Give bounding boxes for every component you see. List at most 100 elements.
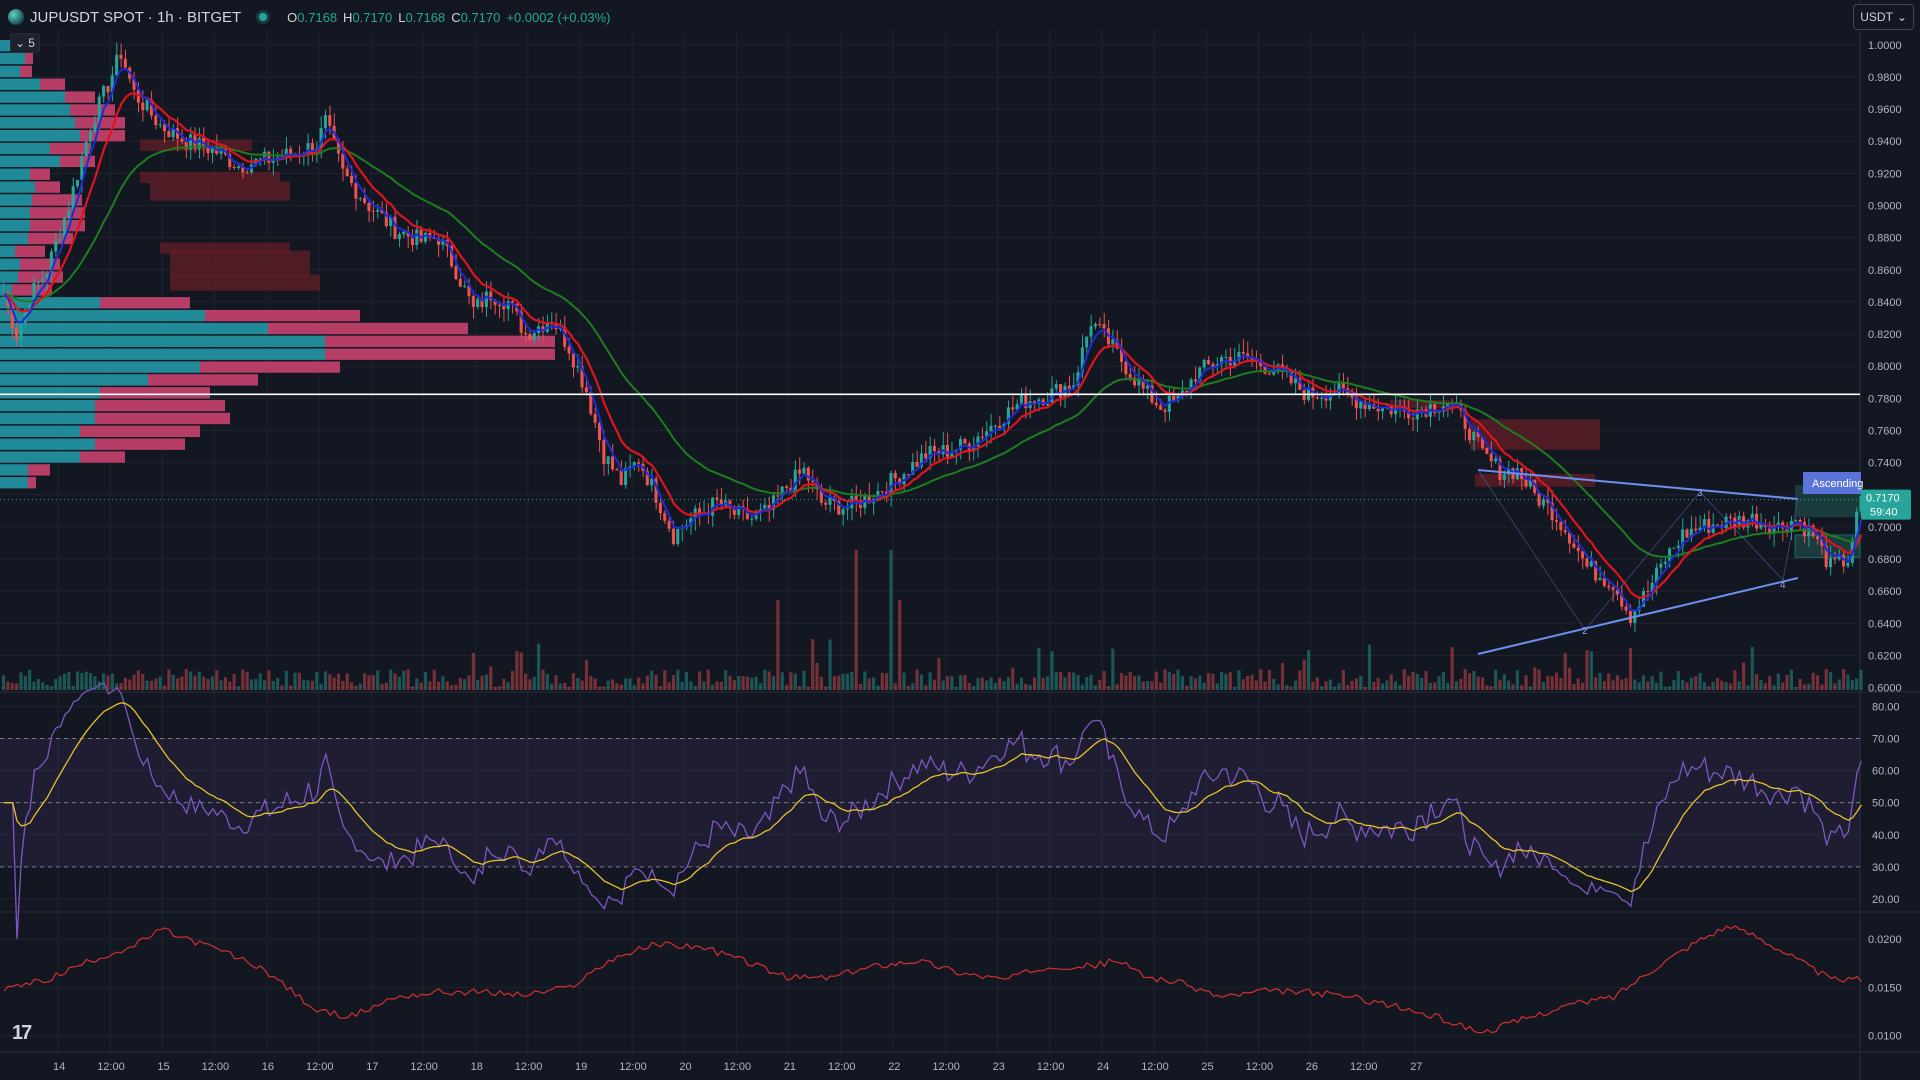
candle-body (1728, 516, 1732, 518)
triangle-zigzag (1477, 469, 1799, 631)
volume-bar (1794, 686, 1798, 690)
volume-bar (1198, 675, 1202, 690)
volume-bar (336, 673, 341, 690)
candle-body (271, 159, 275, 163)
volume-bar (1707, 686, 1711, 690)
volume-bar (698, 671, 702, 690)
currency-selector[interactable]: USDT ⌄ (1853, 4, 1914, 30)
indicators-collapse-button[interactable]: ⌄ 5 (10, 33, 40, 53)
candle-body (345, 168, 349, 177)
candle-body (615, 469, 619, 471)
volume-bar (889, 550, 893, 690)
volume-bar (310, 680, 314, 690)
volume-bar (380, 683, 384, 690)
volume-bar (32, 681, 36, 690)
volume-bar (1202, 682, 1206, 690)
volume-bar (106, 675, 110, 690)
volume-bar (1454, 681, 1459, 690)
volume-bar (484, 674, 488, 690)
candle-body (458, 278, 462, 287)
volume-profile-down-bar (80, 451, 125, 463)
rsi-axis-label: 60.00 (1872, 766, 1900, 778)
candle-body (1537, 492, 1541, 506)
candle-body (1289, 370, 1293, 384)
volume-bar (276, 677, 280, 690)
volume-bar (767, 671, 771, 690)
volume-bar (967, 682, 971, 690)
candle-body (1115, 339, 1119, 349)
price-axis-label: 0.6400 (1868, 618, 1902, 630)
candle-body (154, 115, 158, 125)
time-axis-label: 12:00 (1246, 1061, 1274, 1073)
candle-body (1663, 561, 1667, 564)
volume-bar (1737, 681, 1741, 690)
volume-bar (1781, 682, 1785, 690)
volume-profile-down-bar (200, 361, 340, 373)
volume-bar (1446, 682, 1450, 690)
volume-profile-down-bar (30, 219, 85, 232)
volume-profile-down-bar (60, 155, 95, 168)
volume-bar (1106, 686, 1111, 690)
candle-body (1293, 378, 1297, 384)
candle-body (932, 445, 936, 452)
indicator-axis-label: 0.0150 (1868, 982, 1902, 994)
volume-bar (1755, 674, 1759, 690)
candle-body (989, 425, 993, 432)
volume-profile-up-bar (0, 335, 325, 348)
volume-bar (1272, 678, 1276, 690)
candle-body (136, 89, 140, 103)
volume-bar (1019, 677, 1024, 690)
volume-bar (606, 680, 610, 690)
candle-body (350, 176, 354, 184)
candle-body (654, 478, 658, 503)
candle-body (576, 366, 580, 368)
volume-bar (402, 670, 406, 690)
candle-body (1246, 353, 1250, 358)
volume-bar (571, 673, 575, 690)
volume-profile-up-bar (0, 245, 15, 258)
symbol-title[interactable]: JUPUSDT SPOT · 1h · BITGET (30, 8, 242, 26)
volume-bar (1550, 676, 1554, 690)
volume-bar (528, 679, 532, 690)
volume-profile-up-bar (0, 181, 35, 193)
pattern-label-box (1803, 472, 1861, 494)
candle-body (210, 147, 214, 154)
candle-body (376, 209, 380, 212)
candle-body (219, 149, 223, 154)
candle-body (1646, 591, 1650, 593)
price-axis-label: 0.7400 (1868, 458, 1902, 470)
candle-body (441, 240, 445, 245)
volume-bar (1602, 681, 1606, 690)
candle-body (867, 495, 871, 504)
candle-body (1420, 408, 1424, 410)
volume-profile-down-bar (28, 477, 36, 489)
volume-bar (758, 683, 763, 690)
candle-body (149, 99, 153, 116)
volume-bar (1189, 676, 1193, 690)
volume-bar (319, 683, 323, 690)
volume-bar (1411, 671, 1415, 690)
volume-bar (93, 676, 97, 690)
volume-bar (219, 680, 223, 690)
volume-bar (1267, 669, 1271, 690)
volume-bar (1111, 648, 1115, 690)
time-axis-label: 12:00 (619, 1061, 647, 1073)
volume-bar (1768, 676, 1772, 690)
candle-body (23, 309, 27, 323)
candle-body (54, 241, 58, 252)
candle-body (410, 236, 414, 246)
candle-body (1085, 336, 1089, 348)
candle-body (1833, 558, 1837, 560)
volume-bar (1420, 677, 1424, 690)
volume-bar (49, 686, 53, 690)
candle-body (1337, 383, 1341, 394)
candle-body (528, 334, 532, 341)
candle-body (1463, 410, 1467, 429)
candle-body (519, 311, 523, 333)
volume-bar (1776, 673, 1780, 690)
volume-bar (959, 675, 963, 690)
candle-body (1154, 402, 1158, 406)
candle-body (1524, 479, 1528, 487)
volume-profile-down-bar (15, 245, 45, 258)
